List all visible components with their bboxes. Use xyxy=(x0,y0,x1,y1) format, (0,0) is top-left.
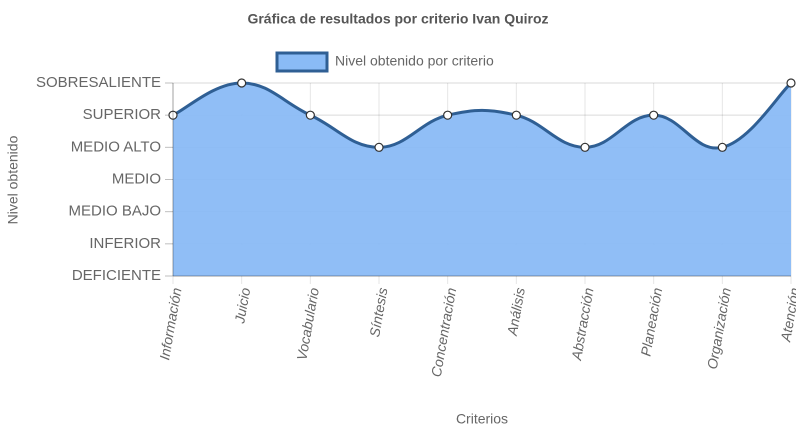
legend-swatch xyxy=(275,51,329,73)
point xyxy=(649,110,659,120)
x-tick-label: Concentración xyxy=(428,286,459,378)
point xyxy=(580,142,590,152)
point xyxy=(168,110,178,120)
point xyxy=(237,78,247,88)
y-tick-label: MEDIO BAJO xyxy=(68,203,161,220)
y-tick-label: INFERIOR xyxy=(89,235,161,252)
x-tick-label: Síntesis xyxy=(366,286,390,338)
line xyxy=(172,81,793,150)
x-tick-label: Información xyxy=(156,286,184,361)
y-tick-label: MEDIO ALTO xyxy=(71,138,161,155)
y-axis-title: Nivel obtenido xyxy=(5,135,21,224)
y-tick-label: DEFICIENTE xyxy=(72,267,161,284)
point xyxy=(305,110,315,120)
point xyxy=(511,110,521,120)
point xyxy=(374,142,384,152)
y-tick-label: SOBRESALIENTE xyxy=(36,74,161,91)
x-axis-title: Criterios xyxy=(456,411,508,427)
x-tick-label: Planeación xyxy=(637,286,665,357)
x-tick-label: Análisis xyxy=(504,286,528,337)
x-tick-label: Vocabulario xyxy=(293,286,322,361)
y-tick-label: MEDIO xyxy=(112,170,161,187)
x-tick-label: Atención xyxy=(777,286,796,344)
y-tick-label: SUPERIOR xyxy=(83,106,162,123)
area xyxy=(173,83,791,276)
chart-title: Gráfica de resultados por criterio Ivan … xyxy=(247,11,548,27)
x-tick-label: Abstracción xyxy=(568,286,597,362)
point xyxy=(443,110,453,120)
point xyxy=(786,78,796,88)
legend-label: Nivel obtenido por criterio xyxy=(335,53,494,69)
x-tick-label: Juicio xyxy=(231,286,253,325)
point xyxy=(717,142,727,152)
x-tick-label: Organización xyxy=(704,286,734,370)
